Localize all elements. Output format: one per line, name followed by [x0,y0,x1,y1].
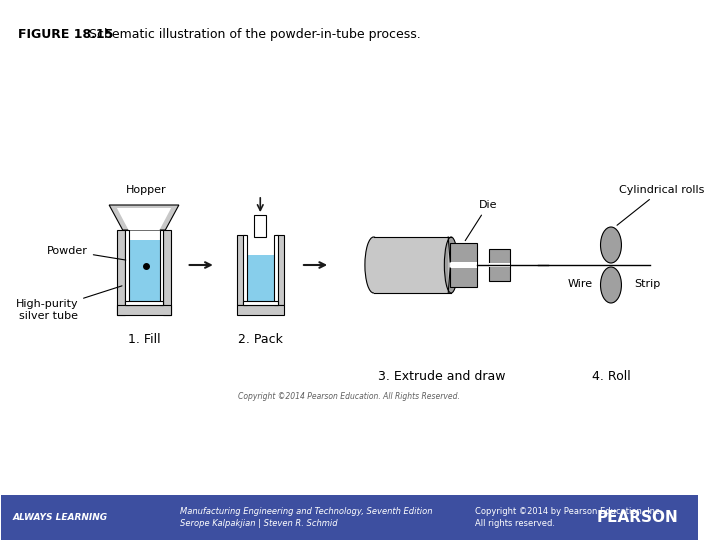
Bar [160,230,163,305]
Text: High-purity
silver tube: High-purity silver tube [16,286,122,321]
Polygon shape [449,237,450,293]
Text: Powder: Powder [47,246,126,260]
Text: 2. Pack: 2. Pack [238,333,283,346]
Text: Die: Die [465,200,498,241]
Text: Manufacturing Engineering and Technology, Seventh Edition: Manufacturing Engineering and Technology… [180,507,432,516]
Text: 1. Fill: 1. Fill [127,333,161,346]
Text: FIGURE 18.15: FIGURE 18.15 [18,28,114,41]
Text: PEARSON: PEARSON [597,510,679,524]
Bar [237,235,245,305]
Text: ALWAYS LEARNING: ALWAYS LEARNING [12,512,107,522]
Bar [247,255,274,305]
Bar [276,235,284,305]
Text: Hopper: Hopper [125,185,166,195]
Bar [128,240,160,305]
Bar [125,230,128,305]
Bar [274,235,278,305]
Bar [254,215,266,237]
Text: Serope Kalpakjian | Steven R. Schmid: Serope Kalpakjian | Steven R. Schmid [180,518,338,528]
Text: Strip: Strip [634,279,661,289]
Text: Copyright ©2014 Pearson Education. All Rights Reserved.: Copyright ©2014 Pearson Education. All R… [238,392,460,401]
Ellipse shape [600,227,621,263]
Bar [117,305,171,315]
Text: 4. Roll: 4. Roll [592,370,630,383]
Bar [489,263,510,267]
Bar [117,230,125,315]
Bar [243,235,247,305]
Text: Cylindrical rolls: Cylindrical rolls [617,185,704,225]
Polygon shape [117,208,171,230]
Text: Schematic illustration of the powder-in-tube process.: Schematic illustration of the powder-in-… [81,28,420,41]
Text: All rights reserved.: All rights reserved. [475,518,555,528]
Bar [163,230,171,315]
Bar [237,305,284,315]
Text: Wire: Wire [567,279,593,289]
Bar [1,495,698,540]
Bar [374,237,451,293]
Ellipse shape [600,267,621,303]
Polygon shape [109,205,179,230]
Bar [243,301,278,305]
Bar [489,249,510,281]
Ellipse shape [365,237,382,293]
Text: 3. Extrude and draw: 3. Extrude and draw [378,370,505,383]
Bar [450,262,477,268]
Ellipse shape [444,237,458,293]
Bar [125,301,163,305]
Text: Copyright ©2014 by Pearson Education, Inc.: Copyright ©2014 by Pearson Education, In… [475,507,662,516]
Bar [450,243,477,287]
